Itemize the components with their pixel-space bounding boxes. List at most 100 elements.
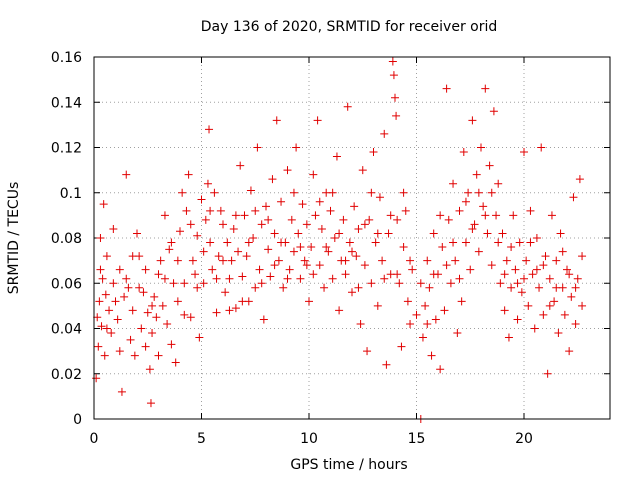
data-point (266, 272, 275, 281)
data-point (451, 256, 460, 265)
data-point (128, 252, 137, 261)
data-point (221, 288, 230, 297)
data-point (173, 256, 182, 265)
data-point (446, 279, 455, 288)
data-point (128, 306, 137, 315)
data-point (296, 243, 305, 252)
data-point (298, 200, 307, 209)
data-point (193, 283, 202, 292)
data-point (545, 301, 554, 310)
data-point (532, 265, 541, 274)
data-point (401, 206, 410, 215)
data-point (163, 319, 172, 328)
data-point (371, 238, 380, 247)
data-point (507, 283, 516, 292)
data-point (391, 93, 399, 102)
data-point (466, 265, 475, 274)
data-point (182, 206, 191, 215)
data-point (219, 220, 227, 229)
data-point (180, 310, 189, 319)
data-point (487, 261, 496, 270)
data-point (461, 238, 470, 247)
data-point (464, 188, 473, 197)
data-point (244, 238, 253, 247)
data-point (171, 358, 180, 367)
data-point (216, 206, 225, 215)
data-point (253, 143, 262, 152)
data-point (160, 211, 169, 220)
data-point (167, 340, 176, 349)
data-point (150, 292, 159, 301)
data-point (468, 224, 477, 233)
data-point (444, 215, 453, 224)
data-point (122, 170, 131, 179)
data-point (436, 365, 445, 374)
data-point (294, 229, 303, 238)
data-point (97, 322, 106, 331)
data-point (268, 175, 277, 184)
data-point (223, 238, 232, 247)
data-point (489, 107, 498, 116)
data-point (158, 301, 167, 310)
data-point (188, 256, 197, 265)
data-point (287, 215, 296, 224)
data-point (565, 270, 574, 279)
data-point (264, 245, 273, 254)
data-point (201, 215, 210, 224)
data-point (212, 308, 221, 317)
data-point (526, 238, 535, 247)
data-point (165, 245, 174, 254)
data-point (270, 261, 279, 270)
data-point (148, 329, 157, 338)
data-point (423, 256, 432, 265)
data-point (154, 351, 163, 360)
data-point (507, 243, 516, 252)
data-point (457, 297, 466, 306)
data-point (474, 247, 483, 256)
data-point (238, 297, 247, 306)
data-point (436, 211, 445, 220)
data-point (348, 288, 356, 297)
data-point (365, 215, 374, 224)
data-point (500, 270, 509, 279)
data-point (107, 329, 116, 338)
data-point (573, 274, 582, 283)
data-point (255, 265, 264, 274)
data-point (167, 238, 176, 247)
data-point (399, 243, 408, 252)
data-point (109, 279, 118, 288)
data-point (571, 319, 580, 328)
data-point (477, 143, 485, 152)
data-point (96, 234, 105, 242)
data-point (195, 333, 204, 342)
data-point (210, 188, 219, 197)
data-point (547, 211, 556, 220)
data-point (530, 324, 539, 333)
data-point (520, 274, 528, 283)
data-point (535, 283, 544, 292)
data-point (511, 265, 520, 274)
data-point (184, 170, 193, 179)
y-tick-label: 0.12 (51, 141, 82, 157)
data-point (481, 211, 490, 220)
data-point (330, 234, 339, 242)
plot-frame (93, 56, 611, 420)
data-point (227, 256, 236, 265)
data-point (186, 220, 195, 229)
data-point (137, 324, 146, 333)
data-point (367, 188, 376, 197)
data-point (369, 148, 378, 157)
data-point (231, 304, 240, 313)
axis-ticks: 0 5 10 15 20 0 0.02 0.04 0.06 0.08 0.1 0.12 0.14 0.16 (51, 50, 610, 447)
data-point (532, 234, 541, 242)
data-point (154, 270, 163, 279)
data-point (350, 202, 359, 211)
data-point (99, 200, 108, 209)
data-point (526, 206, 535, 215)
data-point (470, 220, 479, 229)
data-point (543, 369, 552, 378)
data-point (332, 152, 341, 161)
data-point (234, 247, 243, 256)
data-point (251, 206, 260, 215)
